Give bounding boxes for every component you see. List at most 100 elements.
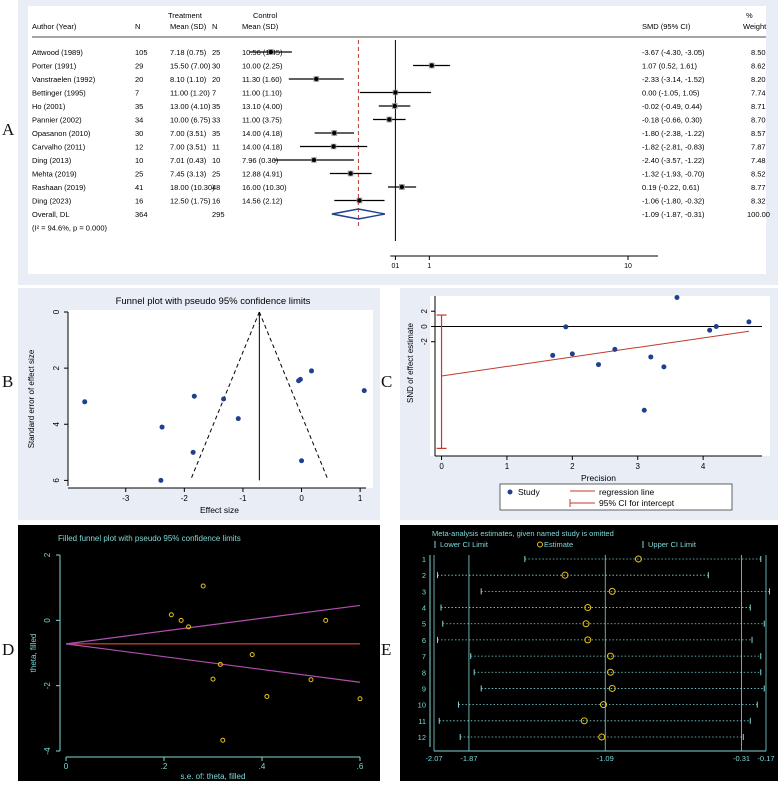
study-control-n: 48 (212, 183, 220, 192)
heterogeneity-text: (I² = 94.6%, p = 0.000) (32, 224, 108, 233)
study-treatment-n: 105 (135, 48, 148, 57)
x-tick-label: 1 (427, 263, 431, 270)
study-weight: 8.57 (751, 129, 766, 138)
study-control-n: 30 (212, 62, 220, 71)
estimate-marker (599, 701, 607, 709)
y-axis-label: theta, filled (29, 634, 38, 673)
chart-title: Funnel plot with pseudo 95% confidence l… (116, 296, 311, 307)
study-smd: -0.02 (-0.49, 0.44) (642, 102, 703, 111)
y-axis-label: SND of effect estimate (406, 323, 415, 403)
study-point (210, 676, 216, 682)
study-control-n: 25 (212, 170, 220, 179)
study-treatment-n: 25 (135, 170, 143, 179)
estimate-marker (598, 733, 606, 741)
x-tick-label: -1.09 (597, 754, 614, 763)
x-tick-label: 0 (439, 462, 444, 471)
study-point (357, 198, 362, 203)
study-treatment-mean: 11.00 (1.20) (170, 89, 210, 98)
study-point (159, 424, 165, 430)
study-control-mean: 7.96 (0.36) (242, 156, 279, 165)
x-tick-label: 1 (505, 462, 510, 471)
study-control-mean: 11.00 (3.75) (242, 116, 282, 125)
y-tick-label: -2 (43, 682, 52, 690)
study-point (168, 612, 174, 618)
study-treatment-mean: 7.01 (0.43) (170, 156, 207, 165)
y-tick-label: 4 (52, 421, 61, 426)
study-treatment-mean: 10.00 (6.75) (170, 116, 211, 125)
study-smd: -1.32 (-1.93, -0.70) (642, 170, 705, 179)
overall-control-n: 295 (212, 210, 225, 219)
study-author: Ho (2001) (32, 102, 66, 111)
study-smd: -3.67 (-4.30, -3.05) (642, 48, 705, 57)
header-treatment: Treatment (168, 11, 203, 20)
study-point (661, 364, 667, 370)
study-weight: 8.62 (751, 62, 766, 71)
legend-lower: Lower CI Limit (440, 540, 489, 549)
x-tick-label: -0.31 (733, 754, 750, 763)
study-weight: 7.87 (751, 143, 766, 152)
plot-background (28, 6, 766, 274)
estimate-marker (582, 620, 590, 628)
study-point (331, 144, 336, 149)
study-treatment-n: 29 (135, 62, 143, 71)
study-weight: 8.20 (751, 75, 766, 84)
estimate-marker (634, 555, 642, 563)
study-weight: 8.70 (751, 116, 766, 125)
study-control-n: 33 (212, 116, 220, 125)
study-author: Opasanon (2010) (32, 129, 91, 138)
estimate-marker (584, 604, 592, 612)
estimate-marker (561, 571, 569, 579)
study-treatment-mean: 15.50 (7.00) (170, 62, 211, 71)
y-tick-label: -2 (420, 338, 429, 346)
study-author: Mehta (2019) (32, 170, 77, 179)
study-point (264, 693, 270, 699)
forest-plot: Treatment Control % Author (Year) N Mean (SD)… (28, 6, 770, 274)
confidence-limit-lower (65, 643, 361, 683)
study-point (323, 617, 329, 623)
study-author: Porter (1991) (32, 62, 77, 71)
estimate-marker (584, 636, 592, 644)
study-control-n: 20 (212, 75, 220, 84)
study-weight: 7.48 (751, 156, 766, 165)
header-n-treatment: N (135, 22, 140, 31)
row-label: 11 (418, 717, 426, 726)
study-point (190, 449, 196, 455)
row-label: 4 (422, 604, 426, 613)
forest-plot-panel: Treatment Control% Author (Year) N Mean (SD)… (18, 0, 778, 285)
estimate-marker (606, 668, 614, 676)
x-tick-label: 0 (299, 494, 304, 503)
study-point (158, 477, 164, 483)
overall-treatment-n: 364 (135, 210, 148, 219)
panel-label-c: C (381, 372, 393, 391)
study-point (311, 157, 317, 163)
x-tick-label: 10 (624, 263, 632, 270)
overall-diamond (331, 208, 386, 220)
y-tick-label: 2 (43, 552, 52, 557)
study-point (268, 49, 274, 55)
confidence-limit-left (189, 311, 260, 481)
study-point (648, 354, 654, 360)
study-author: Ding (2013) (32, 156, 72, 165)
study-smd: -2.40 (-3.57, -1.22) (642, 156, 705, 165)
x-tick-label: 2 (570, 462, 575, 471)
study-weight: 8.71 (751, 102, 766, 111)
estimate-marker (580, 717, 588, 725)
panel-label-a: A (2, 120, 15, 139)
study-treatment-mean: 7.45 (3.13) (170, 170, 207, 179)
study-author: Bettinger (1995) (32, 89, 86, 98)
estimate-marker (606, 652, 614, 660)
study-point (387, 117, 392, 122)
x-tick-label: 01 (392, 263, 400, 270)
study-treatment-n: 35 (135, 102, 143, 111)
study-treatment-n: 41 (135, 183, 143, 192)
overall-weight: 100.00 (747, 210, 770, 219)
study-control-mean: 14.56 (2.12) (242, 197, 283, 206)
y-tick-label: 0 (420, 324, 429, 329)
x-tick-label: -3 (122, 494, 130, 503)
study-weight: 7.74 (751, 89, 766, 98)
study-smd: -1.80 (-2.38, -1.22) (642, 129, 705, 138)
header-n-control: N (212, 22, 217, 31)
study-smd: -2.33 (-3.14, -1.52) (642, 75, 705, 84)
overall-smd: -1.09 (-1.87, -0.31) (642, 210, 705, 219)
header-author: Author (Year) (32, 22, 77, 31)
